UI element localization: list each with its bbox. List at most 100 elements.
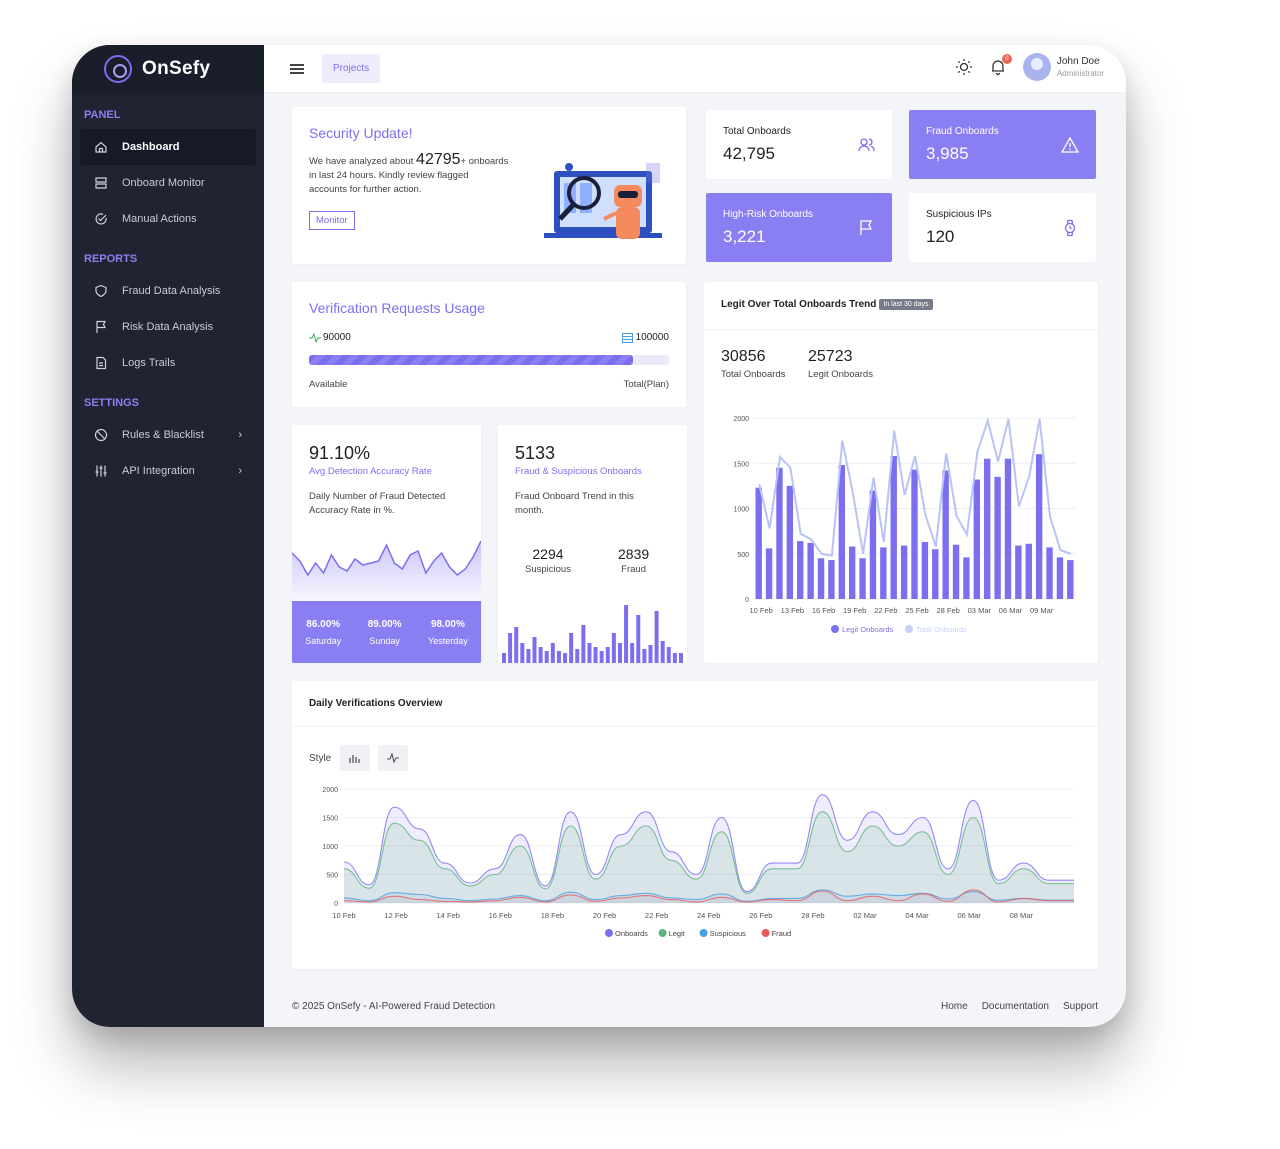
style-switcher: Style bbox=[309, 745, 409, 771]
y-tick-label: 2000 bbox=[733, 416, 749, 423]
usage-progress-track bbox=[309, 355, 669, 365]
sidebar-section-title: REPORTS bbox=[84, 253, 138, 265]
x-tick-label: 06 Mar bbox=[999, 606, 1023, 615]
copyright: © 2025 OnSefy - AI-Powered Fraud Detecti… bbox=[292, 1001, 496, 1012]
usage-title: Verification Requests Usage bbox=[309, 300, 485, 316]
footer-link-support[interactable]: Support bbox=[1062, 1001, 1098, 1012]
sidebar-section-title: SETTINGS bbox=[84, 397, 140, 409]
usage-total-label: Total(Plan) bbox=[623, 379, 669, 390]
avatar[interactable] bbox=[1022, 53, 1051, 81]
legit-bar bbox=[1056, 557, 1064, 599]
x-tick-label: 24 Feb bbox=[697, 911, 720, 920]
legit-bar bbox=[807, 542, 814, 599]
legit-bar bbox=[880, 547, 887, 599]
legit-bar bbox=[932, 549, 939, 599]
suspicious-ips-card[interactable]: Suspicious IPs 120 bbox=[909, 193, 1096, 262]
sidebar-item-dashboard[interactable]: Dashboard bbox=[80, 129, 256, 165]
app-window: OnSefy PANEL Dashboard Onboard Monitor Manu… bbox=[72, 45, 1126, 1027]
legit-bar bbox=[869, 490, 877, 599]
legit-bar bbox=[786, 485, 794, 599]
bar-style-button[interactable] bbox=[340, 745, 371, 771]
bell-icon[interactable]: 0 bbox=[989, 54, 1012, 76]
check-circle-icon bbox=[95, 213, 107, 225]
check-circle-icon-path bbox=[95, 213, 107, 225]
fraud-onboards-card[interactable]: Fraud Onboards 3,985 bbox=[909, 110, 1096, 179]
sidebar-section-title: PANEL bbox=[84, 109, 121, 121]
fraud-stat: 2839 Fraud bbox=[618, 546, 649, 575]
accuracy-value: 91.10% bbox=[309, 443, 371, 463]
x-tick-label: 08 Mar bbox=[1010, 911, 1034, 920]
footer-link-documentation[interactable]: Documentation bbox=[981, 1001, 1049, 1012]
x-tick-label: 14 Feb bbox=[437, 911, 460, 920]
x-tick-label: 22 Feb bbox=[645, 911, 668, 920]
y-tick-label: 500 bbox=[737, 552, 749, 559]
sidebar-item-rules-blacklist[interactable]: Rules & Blacklist › bbox=[72, 417, 264, 453]
total-onboards-card[interactable]: Total Onboards 42,795 bbox=[706, 110, 892, 179]
sidebar-item-api-integration[interactable]: API Integration › bbox=[72, 453, 264, 489]
fraud-bar bbox=[605, 647, 610, 663]
accuracy-kpi: 86.00% Saturday bbox=[305, 619, 341, 646]
legend-marker-total bbox=[905, 625, 913, 633]
monitor-button[interactable]: Monitor bbox=[309, 211, 355, 230]
security-title: Security Update! bbox=[309, 125, 413, 141]
legit-bar bbox=[797, 541, 804, 599]
x-tick-label: 10 Feb bbox=[750, 606, 773, 615]
server-icon bbox=[95, 177, 107, 189]
accuracy-card: 91.10% Avg Detection Accuracy Rate Daily… bbox=[292, 425, 481, 663]
sidebar-item-manual-actions[interactable]: Manual Actions bbox=[72, 201, 264, 237]
accuracy-kpi-label: Sunday bbox=[369, 635, 400, 646]
divider bbox=[292, 726, 1098, 727]
sidebar-item-risk-data-analysis[interactable]: Risk Data Analysis bbox=[72, 309, 264, 345]
users-icon bbox=[858, 138, 875, 152]
legit-total-stat: 30856 Total Onboards bbox=[721, 348, 785, 380]
legit-bar bbox=[921, 541, 929, 599]
logo-icon bbox=[104, 55, 132, 83]
security-illustration bbox=[544, 163, 662, 239]
high-risk-value: 3,221 bbox=[723, 227, 766, 246]
suspicious-ips-label: Suspicious IPs bbox=[926, 209, 992, 220]
fraud-bar bbox=[569, 633, 574, 663]
legit-legit-stat: 25723 Legit Onboards bbox=[808, 348, 873, 380]
x-tick-label: 19 Feb bbox=[843, 606, 866, 615]
sidebar-item-logs-trails[interactable]: Logs Trails bbox=[72, 345, 264, 381]
y-tick-label: 2000 bbox=[322, 787, 338, 794]
line-onboards bbox=[343, 794, 1074, 893]
sidebar-item-fraud-data-analysis[interactable]: Fraud Data Analysis bbox=[72, 273, 264, 309]
x-tick-label: 12 Feb bbox=[384, 911, 407, 920]
brand[interactable]: OnSefy bbox=[72, 45, 264, 93]
sidebar-nav: PANEL Dashboard Onboard Monitor Manual Acti… bbox=[72, 109, 264, 489]
accuracy-sparkline bbox=[292, 540, 481, 603]
security-count: 42795 bbox=[416, 151, 461, 168]
legit-legit-value: 25723 bbox=[808, 348, 853, 365]
sidebar-item-onboard-monitor[interactable]: Onboard Monitor bbox=[72, 165, 264, 201]
projects-button[interactable]: Projects bbox=[322, 54, 381, 83]
accuracy-kpi-value: 89.00% bbox=[367, 618, 402, 630]
high-risk-card[interactable]: High-Risk Onboards 3,221 bbox=[706, 193, 892, 262]
line-style-button[interactable] bbox=[378, 745, 409, 771]
legend-label: Fraud bbox=[772, 929, 792, 938]
x-tick-label: 16 Feb bbox=[489, 911, 512, 920]
daily-overview-chart: 0 500 1000 1500 2000 10 Feb 12 Feb 14 Feb 16 Feb… bbox=[322, 787, 1074, 938]
legend-marker bbox=[699, 929, 708, 937]
fraud-bar bbox=[587, 643, 592, 663]
sidebar-item-label: Manual Actions bbox=[122, 213, 197, 225]
high-risk-label: High-Risk Onboards bbox=[723, 209, 814, 220]
notification-badge: 0 bbox=[1001, 54, 1012, 64]
document-icon-path bbox=[96, 356, 107, 370]
y-tick-label: 1000 bbox=[322, 844, 338, 851]
fraud-bar bbox=[660, 641, 665, 663]
x-tick-label: 20 Feb bbox=[593, 911, 616, 920]
menu-icon[interactable] bbox=[290, 62, 304, 76]
sun-icon[interactable] bbox=[955, 58, 973, 76]
footer-link-home[interactable]: Home bbox=[941, 1001, 968, 1012]
user-info[interactable]: John Doe Administrator bbox=[1057, 56, 1104, 78]
accuracy-desc: Daily Number of Fraud Detected Accuracy … bbox=[309, 491, 446, 516]
legend-label-legit: Legit Onboards bbox=[842, 625, 894, 634]
chevron-right-icon: › bbox=[238, 429, 242, 441]
x-tick-label: 10 Feb bbox=[332, 911, 355, 920]
database-icon bbox=[621, 332, 633, 343]
legit-trend-card: Legit Over Total Onboards Trend In last … bbox=[704, 282, 1098, 663]
usage-progress-fill bbox=[309, 355, 633, 365]
legend-marker-legit bbox=[831, 625, 839, 633]
fraud-bar bbox=[636, 615, 641, 663]
